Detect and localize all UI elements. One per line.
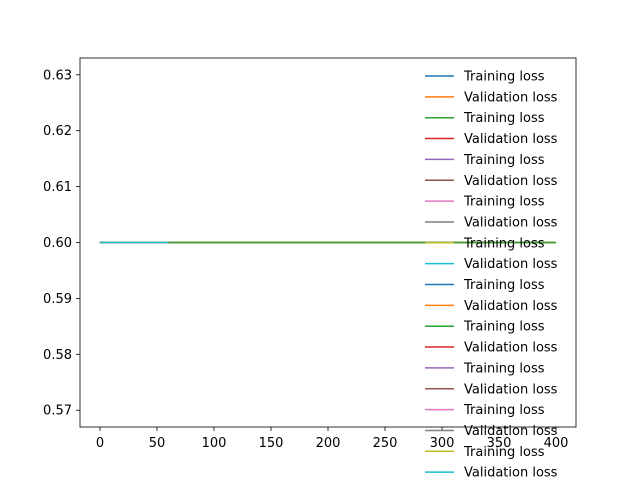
legend-entry-14: Validation loss	[425, 341, 558, 356]
legend-entry-11: Training loss	[425, 278, 545, 293]
legend-label: Training loss	[463, 403, 545, 418]
legend-label: Training loss	[463, 70, 545, 85]
legend-entry-2: Validation loss	[425, 90, 558, 105]
x-tick-label: 300	[430, 436, 455, 451]
x-tick-label: 250	[373, 436, 398, 451]
legend-label: Validation loss	[464, 257, 558, 272]
legend-label: Training loss	[463, 278, 545, 293]
legend-entry-16: Validation loss	[425, 382, 558, 397]
x-tick-label: 0	[96, 436, 104, 451]
legend-label: Training loss	[463, 195, 545, 210]
x-tick-label: 400	[544, 436, 569, 451]
legend: Training loss Validation loss Training los…	[425, 70, 558, 480]
legend-label: Validation loss	[464, 90, 558, 105]
x-tick-label: 350	[487, 436, 512, 451]
legend-label: Validation loss	[464, 382, 558, 397]
legend-entry-8: Validation loss	[425, 215, 558, 230]
axes: 0 50 100 150 200 250 300 350 400 0.57 0.58 0.59 0.60…	[43, 57, 577, 451]
legend-label: Training loss	[463, 361, 545, 376]
x-tick-label: 50	[149, 436, 166, 451]
legend-label: Validation loss	[464, 132, 558, 147]
y-tick-label: 0.59	[43, 292, 72, 307]
legend-entry-4: Validation loss	[425, 132, 558, 147]
legend-entry-18: Validation loss	[425, 424, 558, 439]
legend-entry-12: Validation loss	[425, 299, 558, 314]
y-tick-label: 0.61	[43, 180, 72, 195]
legend-entry-9: Training loss	[425, 236, 545, 251]
legend-label: Training loss	[463, 153, 545, 168]
legend-entry-6: Validation loss	[425, 174, 558, 189]
legend-label: Training loss	[463, 445, 545, 460]
legend-label: Validation loss	[464, 424, 558, 439]
legend-entry-5: Training loss	[425, 153, 545, 168]
legend-label: Validation loss	[464, 341, 558, 356]
legend-label: Validation loss	[464, 299, 558, 314]
legend-entry-7: Training loss	[425, 195, 545, 210]
y-tick-label: 0.63	[43, 68, 72, 83]
y-tick-label: 0.60	[43, 236, 72, 251]
legend-entry-17: Training loss	[425, 403, 545, 418]
y-tick-label: 0.62	[43, 124, 72, 139]
x-tick-label: 150	[259, 436, 284, 451]
legend-entry-13: Training loss	[425, 320, 545, 335]
legend-entry-19: Training loss	[425, 445, 545, 460]
legend-label: Training loss	[463, 236, 545, 251]
x-tick-label: 200	[316, 436, 341, 451]
x-tick-label: 100	[202, 436, 227, 451]
legend-entry-20: Validation loss	[425, 466, 558, 480]
legend-label: Training loss	[463, 111, 545, 126]
legend-label: Validation loss	[464, 174, 558, 189]
legend-entry-10: Validation loss	[425, 257, 558, 272]
legend-label: Validation loss	[464, 215, 558, 230]
legend-entry-15: Training loss	[425, 361, 545, 376]
legend-entry-3: Training loss	[425, 111, 545, 126]
y-tick-label: 0.57	[43, 404, 72, 419]
y-tick-label: 0.58	[43, 348, 72, 363]
legend-label: Training loss	[463, 320, 545, 335]
legend-label: Validation loss	[464, 466, 558, 480]
legend-entry-1: Training loss	[425, 70, 545, 85]
